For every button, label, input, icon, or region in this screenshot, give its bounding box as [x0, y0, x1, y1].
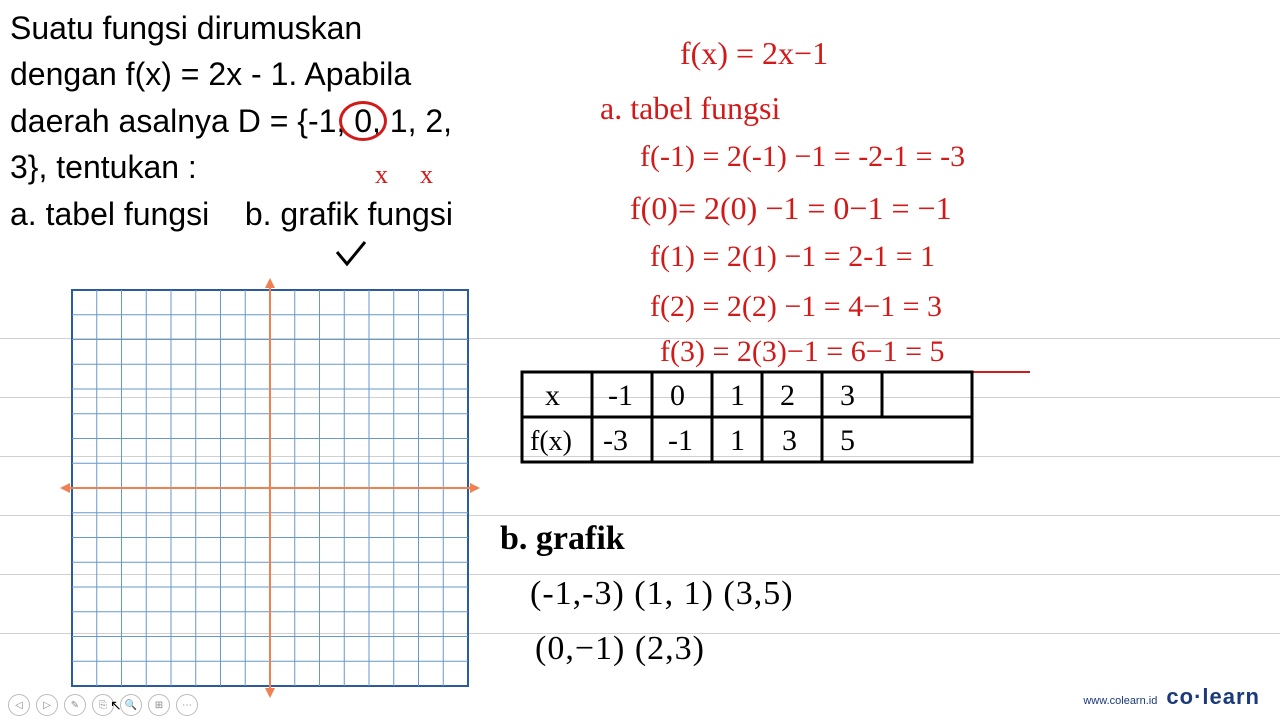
- x-mark-1: x: [375, 160, 388, 190]
- tr-fx: f(x): [530, 426, 572, 457]
- eq-top: f(x) = 2x−1: [680, 35, 828, 72]
- function-table: x -1 0 1 2 3 f(x) -3 -1 1 3 5: [520, 370, 980, 475]
- tr-v2: -1: [668, 424, 693, 457]
- tr-v4: 3: [782, 424, 797, 457]
- problem-line-5: a. tabel fungsi b. grafik fungsi: [10, 191, 453, 237]
- zoom-icon[interactable]: 🔍: [120, 694, 142, 716]
- grid-icon[interactable]: ⊞: [148, 694, 170, 716]
- circle-annotation: [339, 101, 387, 141]
- th-v3: 1: [730, 379, 745, 412]
- calc-line-1: f(-1) = 2(-1) −1 = -2-1 = -3: [640, 140, 965, 174]
- more-icon[interactable]: ⋯: [176, 694, 198, 716]
- tr-v1: -3: [603, 424, 628, 457]
- bottom-toolbar: ◁ ▷ ✎ ⎘ 🔍 ⊞ ⋯: [8, 694, 198, 716]
- checkmark-icon: [335, 238, 375, 268]
- th-v5: 3: [840, 379, 855, 412]
- section-b-label: b. grafik: [500, 520, 625, 558]
- table-svg: x -1 0 1 2 3 f(x) -3 -1 1 3 5: [520, 370, 980, 470]
- part-b-label: b. grafik fungsi: [245, 196, 453, 232]
- tr-v3: 1: [730, 424, 745, 457]
- coordinate-grid: [60, 278, 456, 674]
- points-line-2: (0,−1) (2,3): [535, 630, 705, 668]
- points-line-1: (-1,-3) (1, 1) (3,5): [530, 575, 794, 613]
- problem-line-1: Suatu fungsi dirumuskan: [10, 5, 453, 51]
- brand-logo: co·learn: [1166, 684, 1260, 709]
- axes: [60, 278, 480, 698]
- th-x: x: [545, 379, 560, 412]
- th-v4: 2: [780, 379, 795, 412]
- pen-icon[interactable]: ✎: [64, 694, 86, 716]
- brand-url: www.colearn.id: [1083, 695, 1157, 707]
- th-v1: -1: [608, 379, 633, 412]
- x-mark-2: x: [420, 160, 433, 190]
- grid-svg: [60, 278, 480, 698]
- problem-line-2: dengan f(x) = 2x - 1. Apabila: [10, 51, 453, 97]
- prev-icon[interactable]: ◁: [8, 694, 30, 716]
- th-v2: 0: [670, 379, 685, 412]
- tr-v5: 5: [840, 424, 855, 457]
- next-icon[interactable]: ▷: [36, 694, 58, 716]
- cursor-icon: ↖: [110, 697, 122, 714]
- calc-line-5: f(3) = 2(3)−1 = 6−1 = 5: [660, 335, 945, 369]
- section-a-label: a. tabel fungsi: [600, 90, 780, 127]
- calc-line-4: f(2) = 2(2) −1 = 4−1 = 3: [650, 290, 942, 324]
- calc-line-3: f(1) = 2(1) −1 = 2-1 = 1: [650, 240, 935, 274]
- part-a-label: a. tabel fungsi: [10, 196, 209, 232]
- calc-line-2: f(0)= 2(0) −1 = 0−1 = −1: [630, 190, 952, 227]
- branding: www.colearn.id co·learn: [1083, 684, 1260, 710]
